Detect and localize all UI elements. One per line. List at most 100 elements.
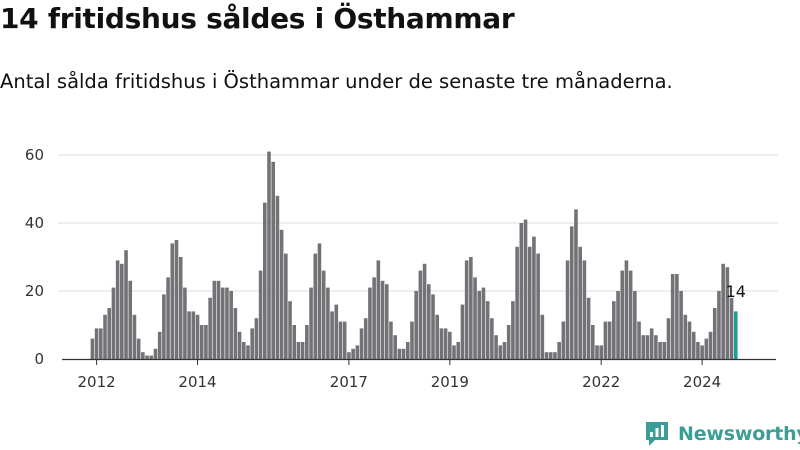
bar bbox=[250, 328, 254, 359]
bar bbox=[679, 291, 683, 359]
bar bbox=[511, 301, 515, 359]
bar bbox=[691, 331, 696, 359]
x-tick-label: 2022 bbox=[582, 373, 620, 391]
y-tick-label: 40 bbox=[25, 214, 44, 232]
bar bbox=[464, 260, 469, 359]
bar bbox=[683, 314, 688, 359]
bar bbox=[199, 325, 204, 359]
bar bbox=[347, 352, 351, 359]
bar bbox=[187, 311, 191, 359]
bar bbox=[132, 314, 137, 359]
bar bbox=[183, 287, 187, 359]
bar bbox=[216, 280, 221, 359]
bar bbox=[612, 301, 616, 359]
bar bbox=[616, 291, 620, 359]
bar bbox=[607, 321, 612, 359]
bar bbox=[439, 328, 444, 359]
bar bbox=[498, 345, 503, 359]
last-value-label: 14 bbox=[726, 282, 746, 301]
bar bbox=[351, 348, 355, 359]
newsworthy-chart-icon bbox=[646, 422, 668, 446]
bar bbox=[90, 338, 95, 359]
bar bbox=[696, 342, 700, 359]
bar bbox=[292, 325, 297, 359]
y-tick-label: 20 bbox=[25, 282, 44, 300]
bar bbox=[582, 260, 587, 359]
bar bbox=[418, 270, 423, 359]
bar bbox=[384, 284, 389, 359]
bar bbox=[620, 270, 625, 359]
bar bbox=[553, 352, 557, 359]
bar bbox=[574, 209, 578, 359]
bar bbox=[485, 301, 490, 359]
bar bbox=[233, 308, 238, 359]
bar bbox=[191, 311, 196, 359]
bar bbox=[317, 243, 322, 359]
bar bbox=[380, 280, 385, 359]
bar bbox=[448, 331, 452, 359]
bar bbox=[174, 240, 179, 359]
bar bbox=[393, 335, 397, 359]
bar bbox=[99, 328, 103, 359]
bar bbox=[494, 335, 498, 359]
bar bbox=[372, 277, 376, 359]
bar bbox=[166, 277, 170, 359]
y-tick-label: 0 bbox=[34, 350, 44, 368]
bar bbox=[284, 253, 288, 359]
bar bbox=[469, 257, 473, 359]
bar bbox=[591, 325, 595, 359]
x-axis: 2012 2014 2017 2019 2022 2024 bbox=[62, 358, 776, 391]
bar bbox=[237, 331, 242, 359]
bar bbox=[120, 263, 124, 359]
y-tick-label: 60 bbox=[25, 146, 44, 164]
bar bbox=[704, 338, 709, 359]
bar bbox=[309, 287, 313, 359]
bar bbox=[410, 321, 414, 359]
y-axis-ticks: 0 20 40 60 bbox=[25, 146, 44, 368]
bar bbox=[330, 311, 334, 359]
bar bbox=[519, 223, 524, 359]
bar bbox=[94, 328, 99, 359]
bar bbox=[321, 270, 326, 359]
bar-chart: 0 20 40 60 2012 2014 2017 2019 2022 2024 14 bbox=[25, 146, 778, 391]
bar bbox=[658, 342, 662, 359]
bar bbox=[107, 308, 112, 359]
bar bbox=[473, 277, 477, 359]
bar bbox=[544, 352, 549, 359]
bar bbox=[153, 348, 158, 359]
bar bbox=[263, 202, 267, 359]
bar bbox=[254, 318, 259, 359]
bar bbox=[687, 321, 692, 359]
bar bbox=[157, 331, 162, 359]
bar bbox=[368, 287, 372, 359]
bar bbox=[569, 226, 574, 359]
bar bbox=[149, 355, 154, 359]
bar bbox=[103, 314, 107, 359]
bar bbox=[628, 270, 633, 359]
bar bbox=[342, 321, 347, 359]
bar bbox=[431, 294, 435, 359]
bar bbox=[212, 280, 217, 359]
bar bbox=[363, 318, 368, 359]
bar bbox=[128, 280, 133, 359]
bar bbox=[162, 294, 166, 359]
bar bbox=[717, 291, 721, 359]
bar bbox=[595, 345, 599, 359]
bar bbox=[300, 342, 305, 359]
bar bbox=[708, 331, 713, 359]
bar bbox=[599, 345, 603, 359]
bar bbox=[729, 297, 734, 359]
bar bbox=[725, 267, 730, 359]
bar bbox=[136, 338, 141, 359]
bar bbox=[124, 250, 128, 359]
bar bbox=[305, 325, 309, 359]
bar bbox=[204, 325, 208, 359]
x-tick-label: 2014 bbox=[178, 373, 216, 391]
bar bbox=[527, 246, 532, 359]
bar bbox=[220, 287, 225, 359]
bar bbox=[427, 284, 431, 359]
bar bbox=[326, 287, 330, 359]
x-tick-label: 2012 bbox=[78, 373, 116, 391]
chart-subtitle: Antal sålda fritidshus i Östhammar under… bbox=[0, 70, 673, 93]
bar bbox=[271, 161, 276, 359]
